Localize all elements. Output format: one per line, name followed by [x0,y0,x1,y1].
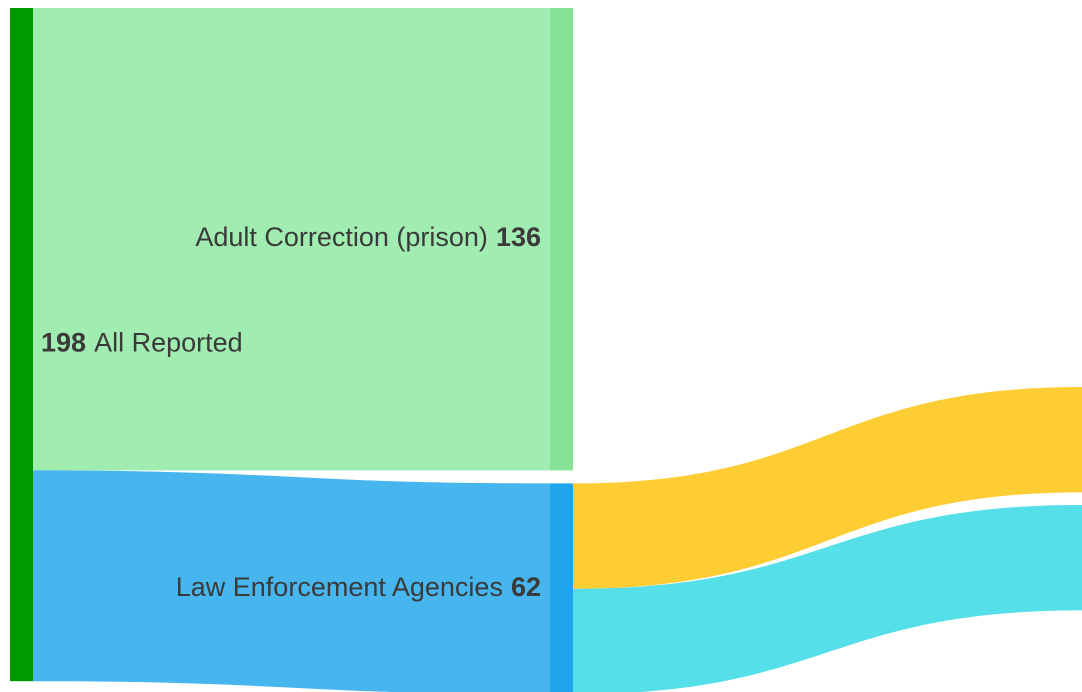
node-value: 136 [496,222,541,252]
node-label: 198 All Reported [41,328,243,358]
node [550,8,573,471]
node-name: Adult Correction (prison) [195,222,488,252]
link [33,470,550,692]
node-value: 198 [41,328,86,358]
link [573,387,1082,589]
node-name: All Reported [94,328,243,358]
node [550,483,573,692]
node-value: 62 [511,572,541,602]
node [10,8,33,682]
node-name: Law Enforcement Agencies [176,572,503,602]
link [573,505,1082,692]
node-label: Adult Correction (prison) 136 [195,222,541,252]
node-label: Law Enforcement Agencies 62 [176,572,541,602]
link [33,8,550,471]
